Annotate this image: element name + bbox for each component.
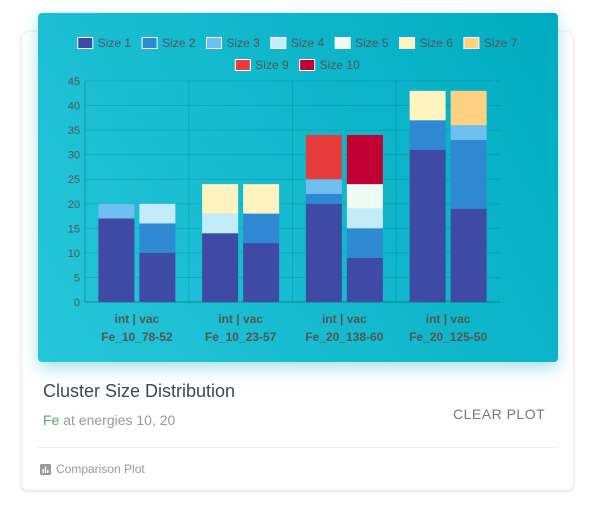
clear-plot-button[interactable]: CLEAR PLOT	[453, 406, 546, 422]
stacked-bar-chart: 0 5 10 15 20 25 30 35 40 45 int | vac Fe_10_78-52 in…	[68, 36, 518, 344]
bar-segment	[305, 203, 342, 302]
card-title: Cluster Size Distribution	[43, 381, 236, 401]
x-group-sublabel: Fe_20_138-60	[305, 330, 383, 344]
bar-segment	[346, 184, 383, 209]
legend-swatch	[141, 37, 158, 49]
bar-chart-icon	[40, 463, 51, 475]
bar-segment	[243, 184, 280, 214]
legend-label: Size 9	[255, 58, 289, 72]
y-tick-label: 35	[68, 125, 80, 137]
bar-segment	[346, 135, 383, 185]
x-group-label: int | vac	[115, 312, 160, 326]
legend-swatch	[234, 59, 251, 71]
card-divider	[38, 447, 558, 448]
bar-segment	[450, 208, 487, 302]
bar-segment	[346, 228, 383, 258]
x-group-sublabel: Fe_20_125-50	[409, 330, 487, 344]
legend-swatch	[299, 59, 316, 71]
legend-swatch	[77, 37, 94, 49]
bar-segment	[409, 90, 446, 121]
x-group-label: int | vac	[218, 312, 263, 326]
bar-segment	[202, 184, 239, 214]
bar-segment	[305, 135, 342, 180]
bar-segment	[346, 208, 383, 229]
card-footer: Comparison Plot	[40, 462, 145, 476]
legend-label: Size 5	[355, 36, 389, 50]
card-subtitle: Fe at energies 10, 20	[43, 412, 175, 428]
legend-swatch	[334, 37, 351, 49]
legend-label: Size 10	[320, 58, 360, 72]
y-tick-label: 40	[68, 101, 80, 113]
x-group-sublabel: Fe_10_23-57	[205, 330, 277, 344]
bar-segment	[139, 252, 176, 302]
x-group-sublabel: Fe_10_78-52	[101, 330, 173, 344]
bar-segment	[346, 257, 383, 302]
chart-panel: 0 5 10 15 20 25 30 35 40 45 int | vac Fe_10_78-52 in…	[38, 13, 558, 362]
x-group-label: int | vac	[322, 312, 367, 326]
bar-segment	[450, 139, 487, 209]
footer-label: Comparison Plot	[56, 462, 145, 476]
bar-segment	[139, 223, 176, 253]
bar-segment	[98, 218, 135, 302]
legend-swatch	[399, 37, 416, 49]
legend-label: Size 7	[484, 36, 518, 50]
y-tick-label: 15	[68, 223, 80, 235]
bar-segment	[305, 179, 342, 194]
legend-label: Size 6	[420, 36, 454, 50]
bar-segment	[409, 149, 446, 302]
bar-segment	[139, 203, 176, 224]
bar-segment	[202, 233, 239, 302]
bar-segment	[243, 213, 280, 244]
bar-segment	[409, 120, 446, 150]
legend-label: Size 4	[291, 36, 325, 50]
legend-swatch	[205, 37, 222, 49]
legend-label: Size 2	[162, 36, 196, 50]
y-tick-label: 30	[68, 150, 80, 162]
legend-label: Size 3	[226, 36, 260, 50]
bar-segment	[305, 193, 342, 204]
bar-segment	[243, 243, 280, 302]
bar-segment	[98, 203, 135, 219]
y-tick-label: 25	[68, 174, 80, 186]
x-group-label: int | vac	[426, 312, 471, 326]
bar-segment	[202, 213, 239, 234]
legend-swatch	[270, 37, 287, 49]
y-tick-label: 20	[68, 199, 80, 211]
y-tick-label: 5	[74, 272, 80, 284]
y-tick-label: 45	[68, 76, 80, 88]
subtitle-text: at energies 10, 20	[59, 412, 176, 428]
legend-label: Size 1	[98, 36, 132, 50]
subtitle-element: Fe	[43, 412, 60, 428]
y-tick-label: 10	[68, 248, 80, 260]
legend-swatch	[463, 37, 480, 49]
y-tick-label: 0	[74, 297, 80, 309]
bar-segment	[450, 125, 487, 140]
bar-segment	[450, 90, 487, 126]
